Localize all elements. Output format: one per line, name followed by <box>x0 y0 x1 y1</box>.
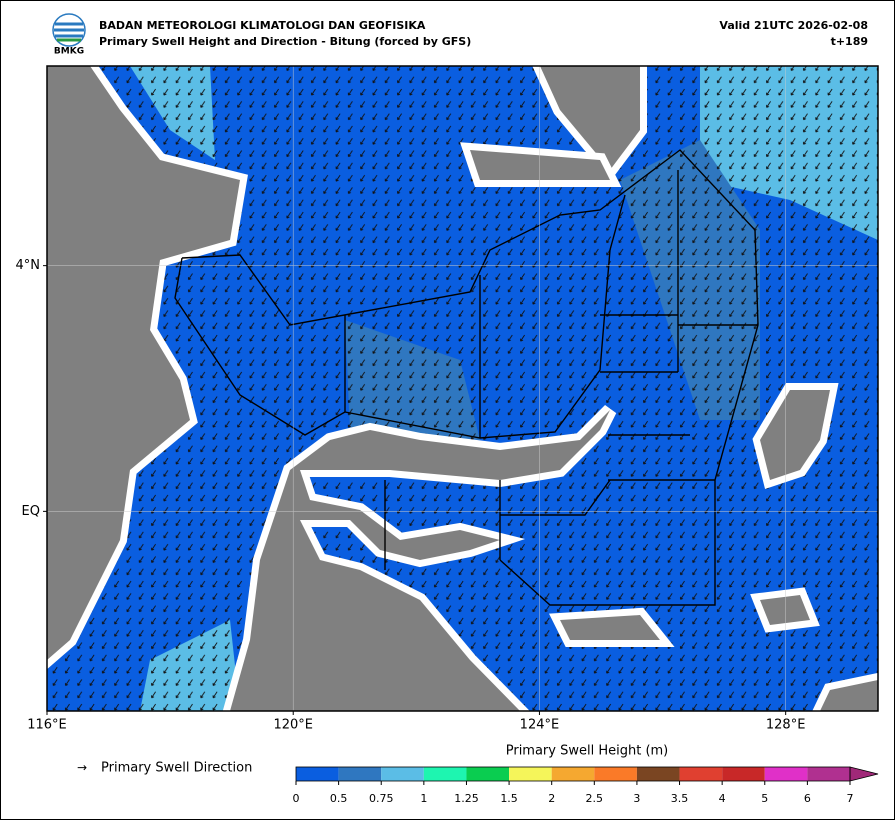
colorbar-segment <box>594 767 637 781</box>
colorbar-tick-label: 4 <box>719 792 726 805</box>
colorbar-segment <box>296 767 339 781</box>
colorbar-segment <box>764 767 808 781</box>
logo: BMKG <box>52 13 86 57</box>
colorbar-segment <box>722 767 765 781</box>
map-frame <box>46 65 879 712</box>
colorbar-tick-label: 1.5 <box>500 792 518 805</box>
colorbar-tick-label: 5 <box>761 792 768 805</box>
colorbar-tick-label: 0 <box>293 792 300 805</box>
colorbar-tick-label: 6 <box>804 792 811 805</box>
valid-time: Valid 21UTC 2026-02-08 <box>719 19 868 32</box>
header-title: BADAN METEOROLOGI KLIMATOLOGI DAN GEOFIS… <box>99 19 426 32</box>
colorbar-frame <box>295 766 851 782</box>
colorbar-tick-label: 3.5 <box>671 792 689 805</box>
legend-label: Primary Swell Direction <box>101 761 252 776</box>
colorbar-segment <box>509 767 552 781</box>
colorbar-segment <box>679 767 723 781</box>
logo-text: BMKG <box>54 47 84 57</box>
y-tick-label: 4°N <box>16 258 41 273</box>
map <box>47 66 878 711</box>
x-tick-label: 120°E <box>273 718 313 733</box>
header-subtitle: Primary Swell Height and Direction - Bit… <box>99 35 471 48</box>
colorbar-segment <box>466 767 510 781</box>
x-tick-label: 128°E <box>766 718 806 733</box>
colorbar-tick-label: 2 <box>548 792 555 805</box>
x-tick-label: 116°E <box>27 718 67 733</box>
x-tick-label: 124°E <box>520 718 560 733</box>
colorbar-segment <box>423 767 467 781</box>
colorbar-tick-label: 1 <box>420 792 427 805</box>
legend-arrow: → <box>77 761 87 775</box>
colorbar-segment <box>381 767 424 781</box>
colorbar-segment <box>636 767 680 781</box>
colorbar-tick-label: 1.25 <box>454 792 479 805</box>
colorbar-tick-label: 2.5 <box>586 792 604 805</box>
colorbar-segment <box>807 767 850 781</box>
colorbar-tick-label: 0.75 <box>369 792 394 805</box>
lead-time: t+189 <box>831 35 868 48</box>
colorbar-tick-label: 3 <box>633 792 640 805</box>
colorbar-segment <box>551 767 595 781</box>
colorbar-tick-label: 7 <box>847 792 854 805</box>
colorbar-segment <box>338 767 382 781</box>
y-tick-label: EQ <box>22 504 40 519</box>
colorbar-title: Primary Swell Height (m) <box>506 744 669 759</box>
colorbar-tick-label: 0.5 <box>330 792 348 805</box>
